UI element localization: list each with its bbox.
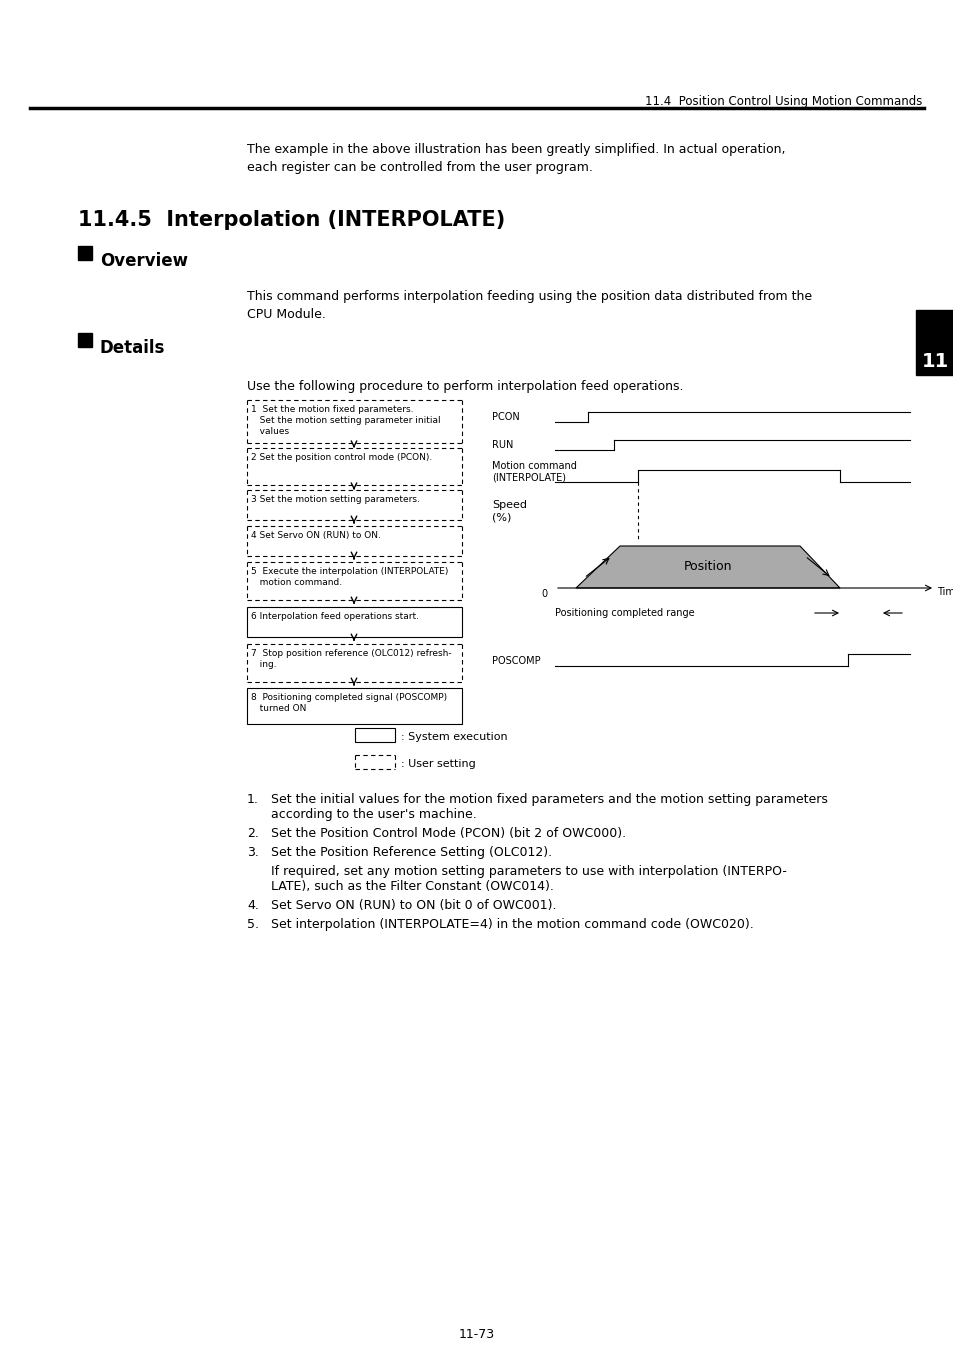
Text: 11-73: 11-73 (458, 1328, 495, 1342)
Text: motion command.: motion command. (251, 578, 342, 586)
Text: POSCOMP: POSCOMP (492, 657, 540, 666)
Text: 4 Set Servo ON (RUN) to ON.: 4 Set Servo ON (RUN) to ON. (251, 531, 380, 540)
Text: 7  Stop position reference (OLC012) refresh-: 7 Stop position reference (OLC012) refre… (251, 648, 451, 658)
Bar (78, 332, 91, 347)
Text: 6 Interpolation feed operations start.: 6 Interpolation feed operations start. (251, 612, 418, 621)
Text: Motion command: Motion command (492, 461, 577, 471)
Text: Set the Position Reference Setting (OLC012).: Set the Position Reference Setting (OLC0… (271, 846, 552, 859)
Text: 3.: 3. (247, 846, 258, 859)
Text: 1.: 1. (247, 793, 258, 807)
Text: 0: 0 (541, 589, 547, 598)
Text: 5.: 5. (247, 917, 258, 931)
Text: 11: 11 (921, 353, 947, 372)
Text: Set Servo ON (RUN) to ON (bit 0 of OWC001).: Set Servo ON (RUN) to ON (bit 0 of OWC00… (271, 898, 556, 912)
Text: Positioning completed range: Positioning completed range (555, 608, 694, 617)
Text: If required, set any motion setting parameters to use with interpolation (INTERP: If required, set any motion setting para… (271, 865, 786, 878)
Bar (355, 728, 395, 742)
Text: PCON: PCON (492, 412, 519, 422)
Text: 2 Set the position control mode (PCON).: 2 Set the position control mode (PCON). (251, 453, 432, 462)
Text: values: values (251, 427, 289, 436)
Text: Position: Position (683, 561, 732, 574)
Text: : System execution: : System execution (400, 732, 507, 742)
Text: 11.4.5  Interpolation (INTERPOLATE): 11.4.5 Interpolation (INTERPOLATE) (78, 209, 505, 230)
Text: 1  Set the motion fixed parameters.: 1 Set the motion fixed parameters. (251, 405, 413, 413)
Text: Set the Position Control Mode (PCON) (bit 2 of OWC000).: Set the Position Control Mode (PCON) (bi… (271, 827, 625, 840)
Text: RUN: RUN (492, 440, 513, 450)
Text: This command performs interpolation feeding using the position data distributed : This command performs interpolation feed… (247, 290, 811, 303)
Text: Speed: Speed (492, 500, 526, 509)
Bar (915, 309, 953, 376)
Bar (247, 607, 461, 638)
Text: each register can be controlled from the user program.: each register can be controlled from the… (247, 161, 592, 174)
Text: turned ON: turned ON (251, 704, 306, 713)
Text: Time (t): Time (t) (936, 586, 953, 597)
Text: Overview: Overview (100, 253, 188, 270)
Text: LATE), such as the Filter Constant (OWC014).: LATE), such as the Filter Constant (OWC0… (271, 880, 554, 893)
Text: ing.: ing. (251, 661, 276, 669)
Text: Set the initial values for the motion fixed parameters and the motion setting pa: Set the initial values for the motion fi… (271, 793, 827, 807)
Text: 11.4  Position Control Using Motion Commands: 11.4 Position Control Using Motion Comma… (644, 95, 921, 108)
Text: Set the motion setting parameter initial: Set the motion setting parameter initial (251, 416, 440, 426)
Text: : User setting: : User setting (400, 759, 476, 769)
Text: Details: Details (100, 339, 165, 357)
Text: Set interpolation (INTERPOLATE=4) in the motion command code (OWC020).: Set interpolation (INTERPOLATE=4) in the… (271, 917, 753, 931)
Text: (%): (%) (492, 512, 511, 521)
Bar (247, 688, 461, 724)
Text: 8  Positioning completed signal (POSCOMP): 8 Positioning completed signal (POSCOMP) (251, 693, 447, 703)
Text: 5  Execute the interpolation (INTERPOLATE): 5 Execute the interpolation (INTERPOLATE… (251, 567, 448, 576)
Text: CPU Module.: CPU Module. (247, 308, 326, 322)
Text: according to the user's machine.: according to the user's machine. (271, 808, 476, 821)
Bar (78, 246, 91, 259)
Text: The example in the above illustration has been greatly simplified. In actual ope: The example in the above illustration ha… (247, 143, 784, 155)
Polygon shape (576, 546, 840, 588)
Text: Use the following procedure to perform interpolation feed operations.: Use the following procedure to perform i… (247, 380, 682, 393)
Text: 2.: 2. (247, 827, 258, 840)
Text: (INTERPOLATE): (INTERPOLATE) (492, 471, 565, 482)
Text: 3 Set the motion setting parameters.: 3 Set the motion setting parameters. (251, 494, 419, 504)
Text: 4.: 4. (247, 898, 258, 912)
